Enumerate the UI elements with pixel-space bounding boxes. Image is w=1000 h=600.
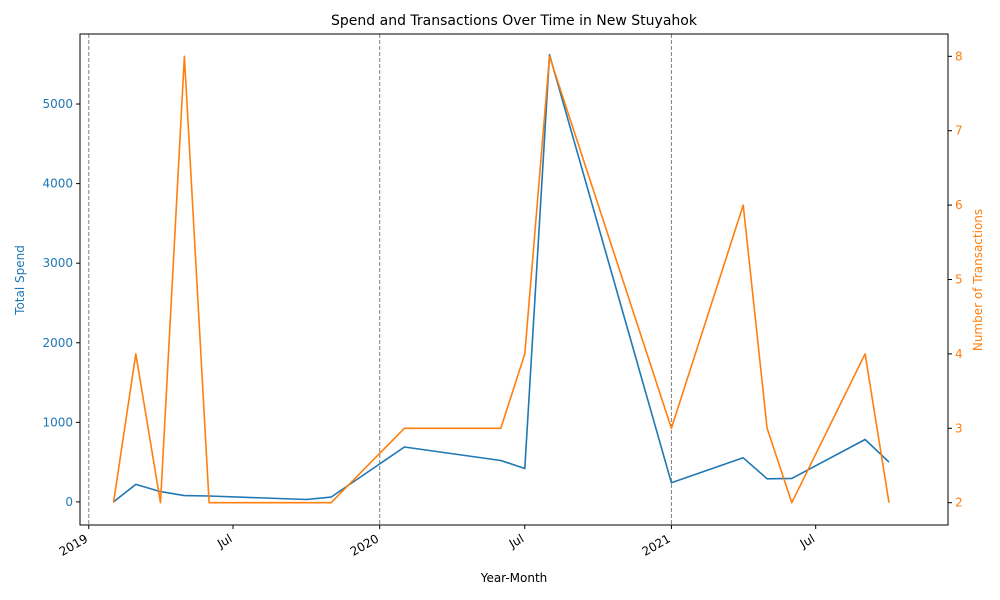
- series-line-transactions: [112, 55, 890, 504]
- y-axis-right: 2 3 4 5 6 7 8: [948, 49, 963, 510]
- y-right-tick-label: 4: [955, 347, 963, 361]
- y-left-tick-label: 3000: [42, 256, 73, 270]
- y-left-tick-label: 1000: [42, 415, 73, 429]
- y-right-tick-label: 5: [955, 273, 963, 287]
- y-left-tick-label: 0: [65, 495, 73, 509]
- y-left-tick-label: 4000: [42, 177, 73, 191]
- y-right-tick-label: 8: [955, 49, 963, 63]
- x-axis-title: Year-Month: [480, 571, 548, 585]
- y-axis-right-title: Number of Transactions: [971, 209, 985, 351]
- x-tick-label: Jul: [506, 531, 526, 551]
- y-right-tick-label: 7: [955, 124, 963, 138]
- y-axis-left: 0 1000 2000 3000 4000 5000: [42, 97, 80, 509]
- y-right-tick-label: 3: [955, 421, 963, 435]
- y-right-tick-label: 6: [955, 198, 963, 212]
- plot-area: [88, 34, 890, 525]
- y-right-tick-label: 2: [955, 496, 963, 510]
- x-tick-label: Jul: [214, 531, 234, 551]
- y-axis-left-title: Total Spend: [13, 245, 27, 316]
- chart-title: Spend and Transactions Over Time in New …: [331, 13, 698, 29]
- y-left-tick-label: 2000: [42, 336, 73, 350]
- series-line-total-spend: [113, 53, 890, 503]
- x-tick-label: Jul: [797, 531, 817, 551]
- y-left-tick-label: 5000: [42, 97, 73, 111]
